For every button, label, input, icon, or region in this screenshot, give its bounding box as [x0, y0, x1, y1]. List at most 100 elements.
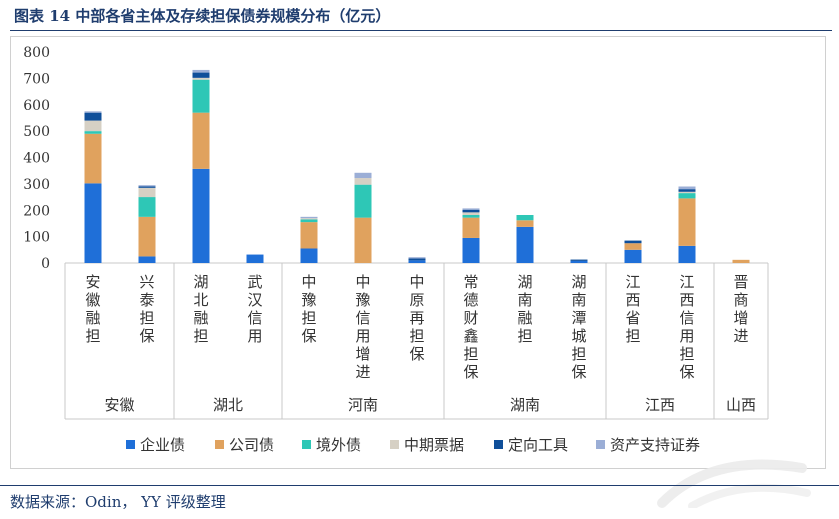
- legend-label: 境外债: [316, 436, 361, 454]
- bar-segment: [138, 197, 156, 217]
- bar-segment: [300, 219, 318, 223]
- category-label: 中原再担保: [409, 273, 424, 363]
- bar-segment: [300, 216, 318, 219]
- bar-segment: [138, 216, 156, 257]
- category-label: 湖南融担: [517, 273, 532, 345]
- bar-segment: [516, 226, 534, 263]
- bar-segment: [84, 112, 102, 121]
- legend-swatch: [302, 440, 311, 449]
- bar-segment: [354, 217, 372, 263]
- y-tick-label: 100: [23, 230, 50, 246]
- category-label: 安徽融担: [85, 273, 100, 345]
- bar-segment: [84, 131, 102, 134]
- label-layer: 0 100 200 300 400 500 600 700 800 安徽融担 兴泰担保 湖北融担 武汉信…: [23, 45, 756, 414]
- y-tick-label: 200: [23, 203, 50, 219]
- bar-segment: [84, 120, 102, 132]
- legend-swatch: [215, 440, 224, 449]
- bar-segment: [192, 112, 210, 169]
- legend-label: 资产支持证券: [610, 436, 700, 454]
- bar-segment: [354, 184, 372, 218]
- legend: 企业债 公司债 境外债 中期票据 定向工具 资产支持证券: [126, 436, 700, 454]
- y-tick-label: 800: [23, 45, 50, 61]
- category-label: 中豫担保: [301, 273, 316, 345]
- category-label: 武汉信用: [247, 273, 262, 345]
- bar-segment: [516, 220, 534, 227]
- y-tick-label: 300: [23, 177, 50, 193]
- bar-segment: [678, 245, 696, 263]
- legend-swatch: [494, 440, 503, 449]
- bar-segment: [462, 214, 480, 218]
- group-label: 山西: [726, 396, 756, 414]
- y-tick-label: 700: [23, 71, 50, 87]
- bar-segment: [678, 189, 696, 192]
- bar-segment: [84, 183, 102, 263]
- bar-segment: [462, 237, 480, 263]
- bar-segment: [462, 208, 480, 210]
- bar-segment: [462, 209, 480, 213]
- y-tick-label: 500: [23, 124, 50, 140]
- bar-segment: [678, 198, 696, 246]
- legend-swatch: [596, 440, 605, 449]
- bar-segment: [624, 240, 642, 244]
- category-label: 晋商增进: [733, 273, 748, 345]
- bar-segment: [192, 79, 210, 113]
- bar-segment: [84, 133, 102, 184]
- bar-segment: [138, 186, 156, 188]
- legend-label: 企业债: [140, 436, 185, 454]
- bar-segment: [678, 186, 696, 190]
- bar-segment: [624, 243, 642, 250]
- bar-segment: [138, 185, 156, 187]
- bar-segment: [570, 259, 588, 261]
- bar-segment: [246, 254, 264, 263]
- watermark-logo: [657, 459, 811, 508]
- footer-rule: [0, 485, 839, 486]
- bar-segment: [624, 249, 642, 263]
- bar-segment: [408, 260, 426, 263]
- bar-segment: [192, 69, 210, 73]
- group-label: 安徽: [104, 396, 134, 414]
- bar-segment: [84, 111, 102, 113]
- group-label: 江西: [645, 396, 675, 414]
- group-label: 河南: [348, 396, 378, 414]
- category-label: 江西省担: [625, 273, 640, 345]
- bar-segment: [408, 257, 426, 259]
- y-tick-label: 400: [23, 151, 50, 167]
- bar-segment: [300, 222, 318, 249]
- bar-segment: [192, 72, 210, 78]
- bar-segment: [354, 178, 372, 185]
- chart-title: 图表 14 中部各省主体及存续担保债券规模分布（亿元）: [14, 7, 391, 25]
- source-note: 数据来源：Odin， YY 评级整理: [10, 493, 226, 511]
- group-label: 湖南: [510, 396, 540, 414]
- category-label: 江西信用担保: [679, 273, 694, 381]
- bar-segment: [300, 248, 318, 263]
- bar-segment: [678, 191, 696, 194]
- title-rule: [10, 30, 832, 31]
- bar-segment: [138, 256, 156, 263]
- bar-segment: [354, 172, 372, 179]
- bar-segment: [462, 217, 480, 238]
- bar-segment: [462, 212, 480, 215]
- bar-segment: [192, 168, 210, 263]
- category-label: 湖北融担: [193, 273, 208, 345]
- legend-label: 中期票据: [404, 436, 464, 454]
- y-tick-label: 0: [41, 256, 50, 272]
- category-label: 湖南潭城担保: [571, 273, 586, 381]
- bar-segment: [192, 77, 210, 80]
- y-tick-label: 600: [23, 98, 50, 114]
- bar-segment: [300, 218, 318, 220]
- bar-segment: [138, 187, 156, 198]
- bar-segment: [516, 214, 534, 221]
- bar-segment: [678, 193, 696, 199]
- chart-frame: [10, 36, 826, 469]
- bar-layer: [84, 69, 750, 263]
- legend-swatch: [126, 440, 135, 449]
- legend-swatch: [390, 440, 399, 449]
- legend-label: 公司债: [229, 436, 274, 454]
- category-label: 兴泰担保: [139, 273, 154, 345]
- legend-label: 定向工具: [508, 436, 568, 454]
- bar-segment: [408, 258, 426, 261]
- category-label: 中豫信用增进: [355, 273, 370, 381]
- bar-segment: [732, 259, 750, 263]
- bar-segment: [570, 260, 588, 263]
